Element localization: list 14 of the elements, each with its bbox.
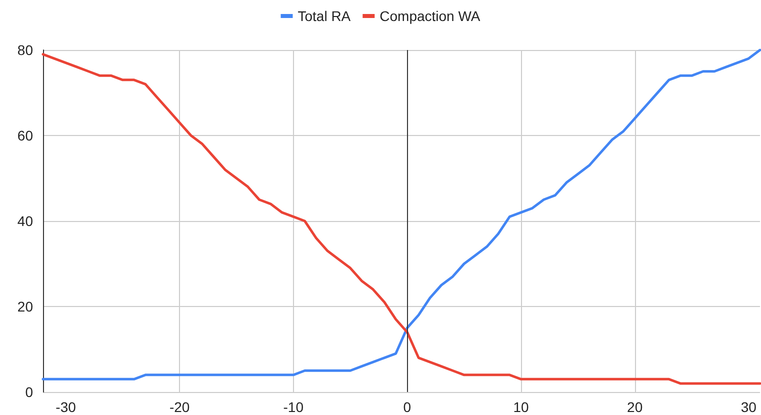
x-tick-label: 0 (403, 399, 412, 415)
y-tick-label: 60 (17, 128, 34, 144)
x-tick-label: 20 (627, 399, 643, 415)
x-tick-label: 30 (740, 399, 757, 415)
x-tick-label: 10 (513, 399, 529, 415)
y-tick-label: 20 (17, 298, 34, 314)
legend-label: Total RA (298, 8, 352, 24)
y-tick-label: 40 (17, 213, 34, 229)
x-tick-label: -10 (283, 399, 304, 415)
y-tick-label: 80 (17, 42, 34, 58)
x-tick-label: -30 (56, 399, 76, 415)
legend-label: Compaction WA (380, 8, 481, 24)
y-tick-label: 0 (25, 384, 34, 400)
x-tick-label: -20 (169, 399, 190, 415)
